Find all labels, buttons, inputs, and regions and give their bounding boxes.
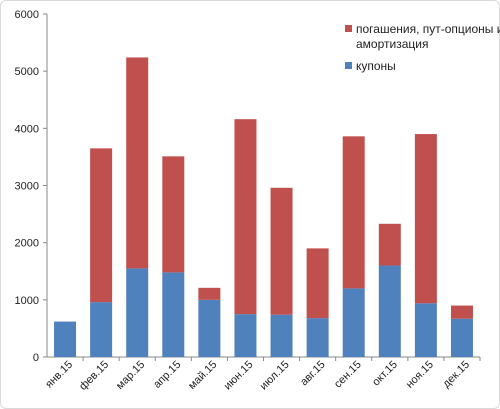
legend: погашения, пут-опционы и амортизация куп…	[345, 22, 500, 73]
bar-redemptions	[450, 305, 473, 319]
x-tick-label: сен.15	[332, 359, 364, 391]
bar-redemptions	[234, 119, 257, 315]
bar-coupons	[450, 318, 473, 357]
x-tick-label: июн.15	[222, 359, 256, 393]
x-axis-ticks: янв.15 фев.15 мар.15 апр.15 май.15 июн.15 июл.…	[43, 357, 481, 393]
bar-coupons	[234, 314, 257, 357]
bar-coupons	[378, 265, 401, 357]
x-tick-label: мар.15	[114, 359, 147, 392]
x-tick-label: апр.15	[151, 359, 183, 391]
bars	[54, 57, 473, 357]
x-tick-label: авг.15	[298, 359, 328, 389]
x-tick-label: ноя.15	[404, 359, 436, 391]
bar-redemptions	[270, 187, 293, 315]
bar-coupons	[270, 314, 293, 357]
bar-coupons	[306, 318, 329, 357]
bar-redemptions	[342, 136, 365, 289]
legend-swatch-coupons	[345, 62, 352, 69]
y-axis-ticks: 0 1000 2000 3000 4000 5000 6000	[15, 9, 47, 364]
y-tick-label: 0	[33, 352, 39, 364]
bar-redemptions	[198, 287, 221, 300]
y-tick-label: 2000	[15, 238, 39, 250]
x-tick-label: май.15	[186, 359, 219, 392]
y-tick-label: 5000	[15, 66, 39, 78]
bar-redemptions	[162, 156, 185, 273]
y-tick-label: 6000	[15, 9, 39, 21]
bar-redemptions	[306, 248, 329, 319]
bar-coupons	[54, 321, 77, 357]
bar-coupons	[414, 303, 437, 357]
legend-label-coupons: купоны	[356, 59, 396, 73]
x-tick-label: фев.15	[77, 359, 111, 393]
bar-redemptions	[414, 134, 437, 304]
bar-redemptions	[378, 223, 401, 266]
x-tick-label: дек.15	[441, 359, 473, 391]
bar-coupons	[90, 302, 113, 357]
y-tick-label: 1000	[15, 295, 39, 307]
bar-redemptions	[126, 57, 149, 269]
bar-coupons	[342, 288, 365, 357]
bar-coupons	[162, 272, 185, 357]
y-tick-label: 3000	[15, 181, 39, 193]
y-tick-label: 4000	[15, 123, 39, 135]
x-tick-label: янв.15	[43, 359, 75, 391]
legend-label-redemptions-line2: амортизация	[356, 37, 428, 51]
bar-coupons	[198, 299, 221, 357]
bar-coupons	[126, 268, 149, 357]
x-tick-label: окт.15	[370, 359, 400, 389]
legend-label-redemptions-line1: погашения, пут-опционы и	[356, 22, 500, 36]
bar-redemptions	[90, 148, 113, 303]
legend-swatch-redemptions	[345, 25, 352, 32]
x-tick-label: июл.15	[258, 359, 292, 393]
